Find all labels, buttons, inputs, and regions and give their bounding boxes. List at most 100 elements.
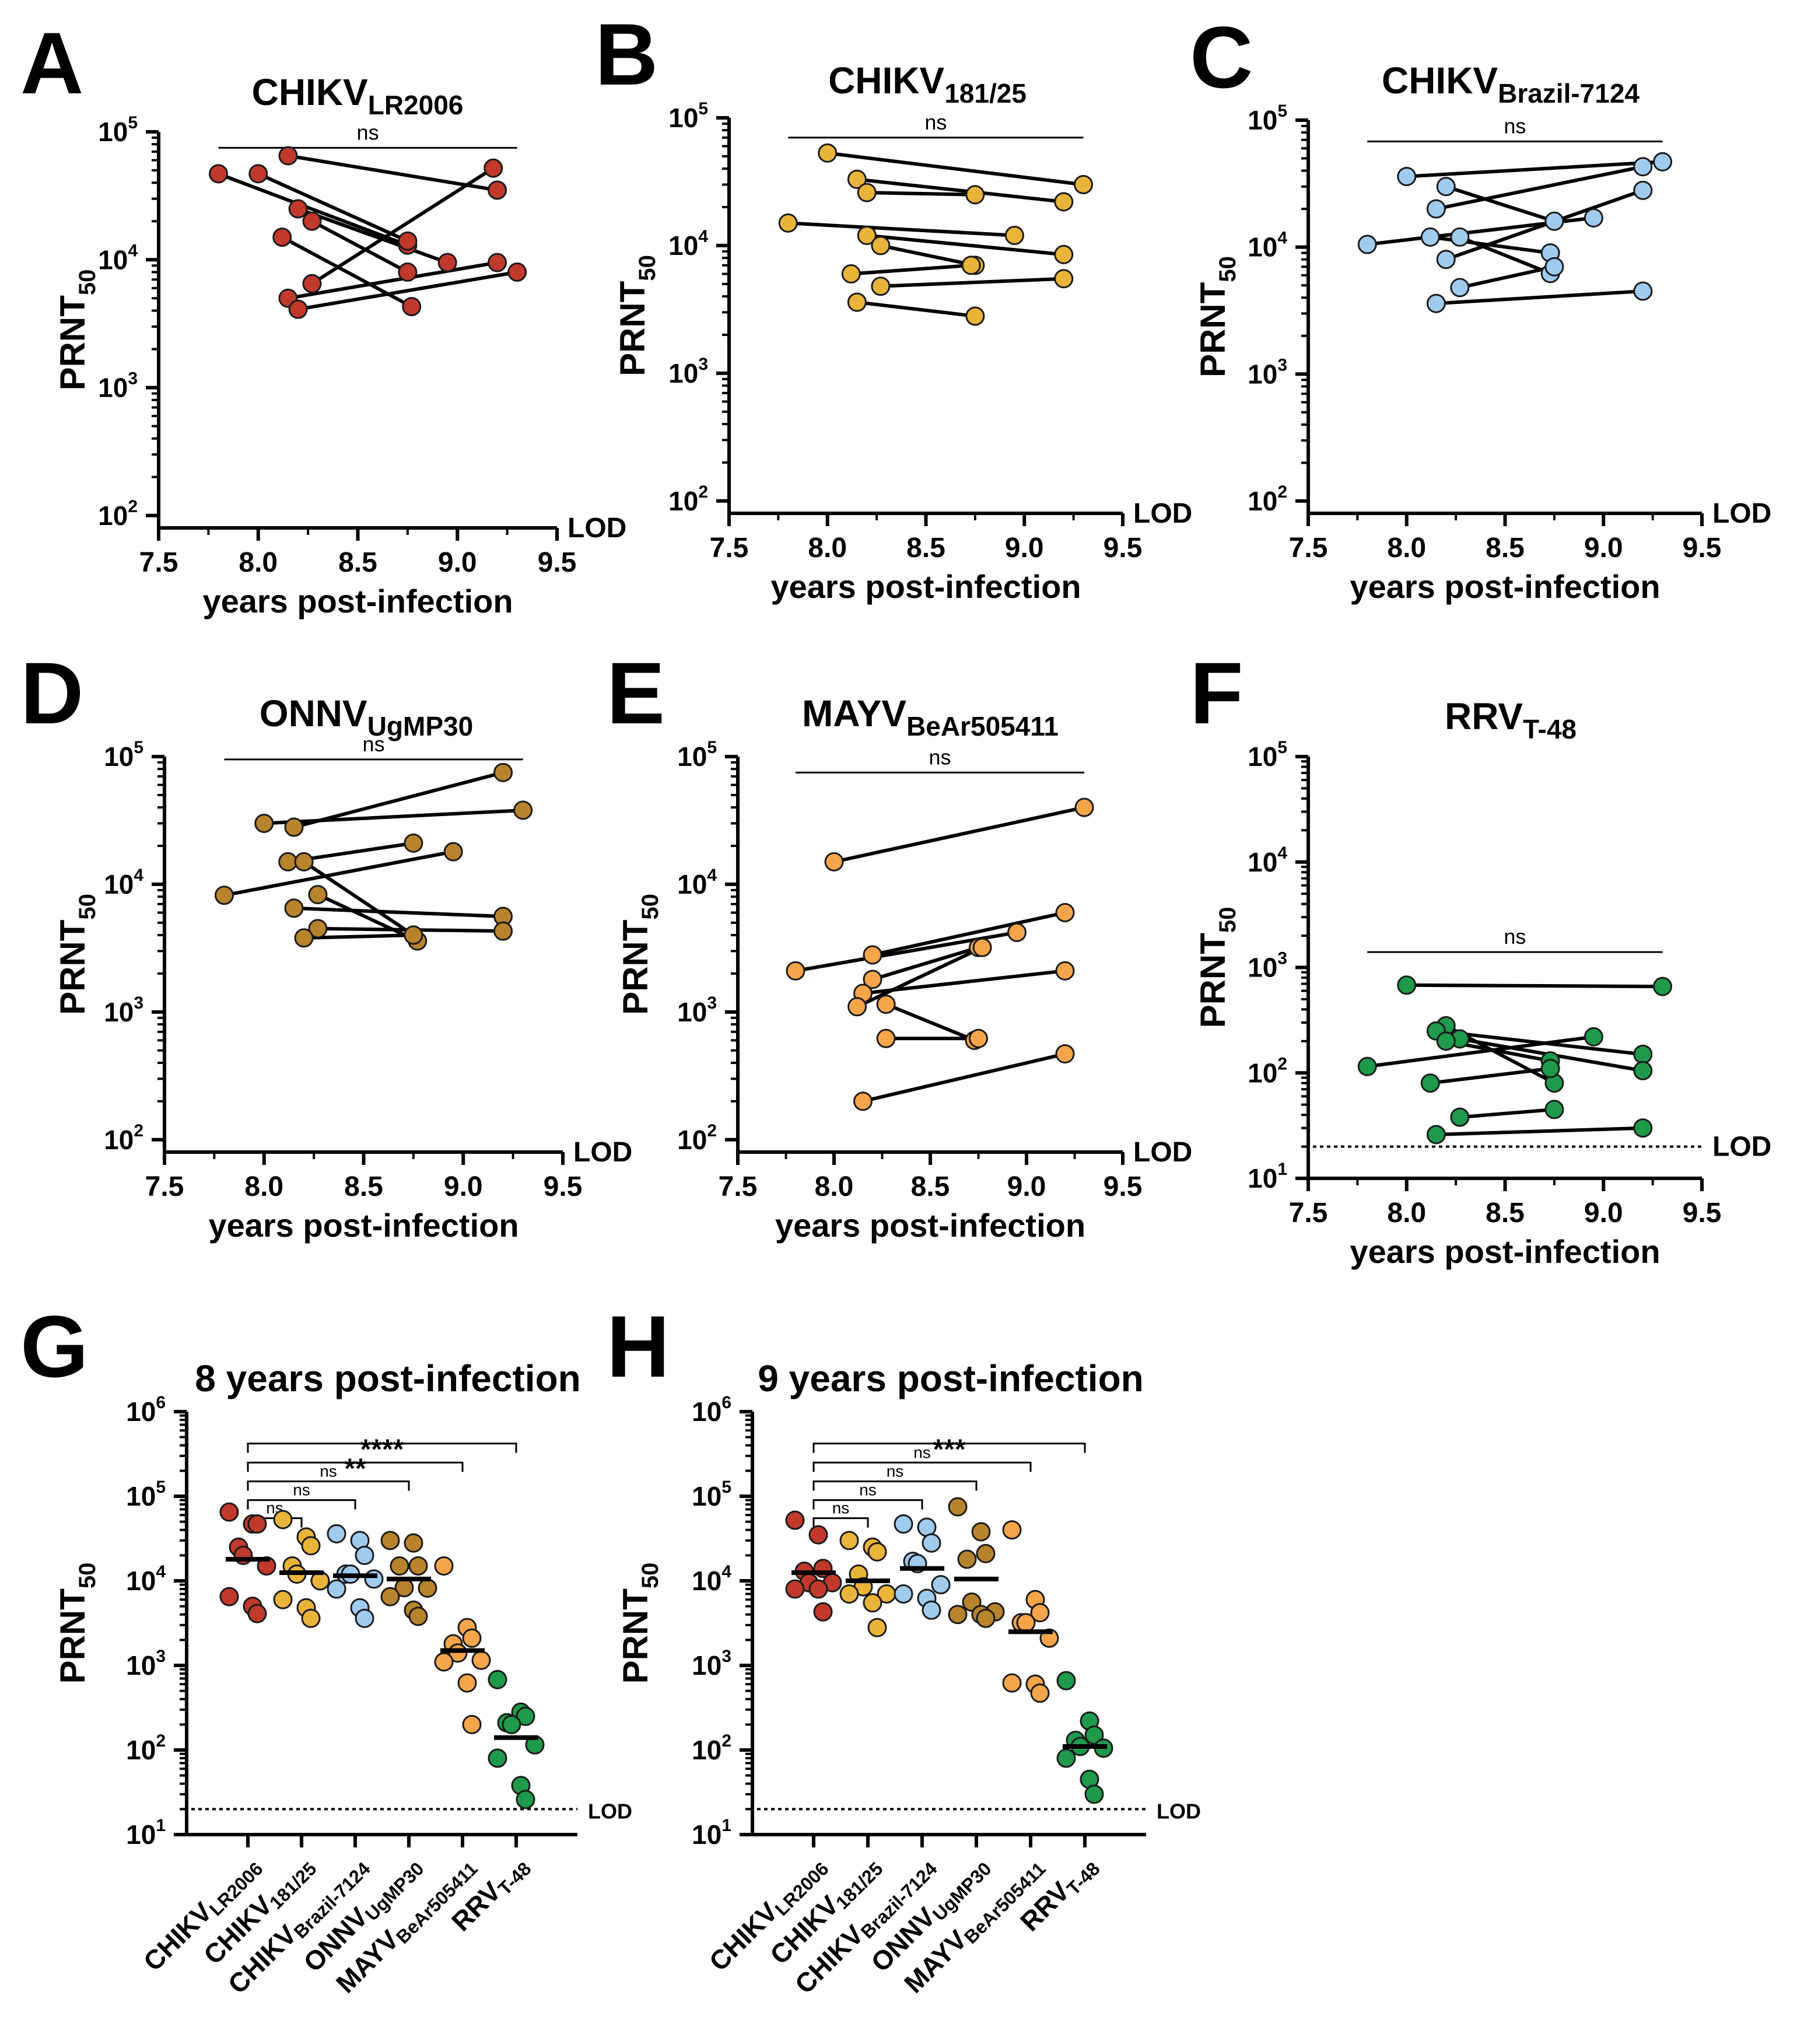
data-point [493, 921, 513, 941]
panel-title: ONNVUgMP30 [260, 692, 473, 741]
subject-line [872, 946, 979, 981]
data-point [961, 256, 981, 275]
data-point [288, 299, 308, 319]
x-tick-label: 9.5 [1683, 1198, 1722, 1228]
data-point [402, 297, 422, 317]
data-point [1055, 902, 1075, 922]
x-tick-label: 9.0 [1007, 1171, 1046, 1202]
subject-line [856, 946, 983, 1009]
x-tick-label: 8.0 [808, 533, 847, 564]
data-point [301, 1608, 321, 1628]
data-point [327, 1524, 346, 1544]
subject-line [303, 860, 415, 937]
y-tick-label: 103 [1248, 949, 1287, 983]
comparison-label: ns [293, 1481, 310, 1499]
data-point [841, 264, 861, 284]
data-point [847, 997, 867, 1017]
x-tick-label: 7.5 [139, 547, 178, 578]
panel-title: 9 years post-infection [758, 1357, 1144, 1399]
panel-title-main: MAYV [802, 692, 906, 734]
y-tick-exponent: 5 [721, 1478, 731, 1497]
data-point [839, 1584, 859, 1604]
x-tick-label: 9.0 [438, 547, 477, 578]
data-point [502, 1714, 521, 1734]
y-tick-base: 10 [692, 1650, 721, 1681]
lod-label: LOD [1133, 498, 1192, 529]
y-tick-exponent: 2 [156, 1731, 166, 1751]
y-tick-label: 105 [1248, 738, 1287, 772]
y-axis-title-sub: 50 [1215, 907, 1241, 933]
data-point [1633, 1118, 1653, 1138]
y-tick-label: 101 [126, 1816, 166, 1850]
data-point [1584, 208, 1603, 228]
y-tick-exponent: 2 [128, 497, 138, 516]
data-point [1357, 1056, 1377, 1076]
y-tick-label: 105 [126, 1478, 166, 1511]
panel-title: 8 years post-infection [195, 1357, 581, 1399]
data-point [1054, 269, 1074, 289]
data-point [398, 262, 418, 282]
subject-line [867, 191, 975, 197]
y-tick-exponent: 4 [1277, 844, 1287, 863]
data-point [284, 817, 304, 837]
panel-letter: G [20, 1297, 89, 1395]
x-tick-label: 8.0 [239, 547, 278, 578]
data-point [404, 925, 423, 945]
y-tick-label: 104 [104, 866, 143, 900]
y-tick-base: 10 [104, 997, 134, 1027]
y-tick-label: 103 [668, 355, 708, 388]
y-axis-title-main: PRNT [616, 1588, 655, 1684]
data-point [355, 1545, 374, 1565]
subject-line [218, 172, 408, 247]
subject-line [264, 808, 523, 825]
y-tick-exponent: 2 [698, 482, 708, 502]
data-point [355, 1608, 374, 1628]
x-tick-label: 7.5 [710, 533, 749, 564]
y-tick-exponent: 1 [1277, 1160, 1287, 1179]
comparison-label: *** [933, 1434, 965, 1465]
data-point [272, 228, 292, 247]
comparison-label: ns [832, 1499, 850, 1517]
data-point [1074, 797, 1094, 817]
data-point [1030, 1684, 1050, 1703]
x-tick-label: 7.5 [1289, 1198, 1328, 1228]
comparison-bracket [247, 1499, 356, 1510]
data-point [208, 164, 228, 184]
y-tick-base: 10 [104, 741, 134, 772]
data-point [1426, 293, 1446, 313]
y-tick-base: 10 [677, 741, 707, 772]
y-axis-title-main: PRNT [53, 1588, 92, 1684]
data-point [1436, 250, 1456, 270]
y-tick-base: 10 [668, 103, 698, 133]
data-point [278, 146, 298, 166]
panel-title-main: ONNV [260, 692, 367, 734]
data-point [513, 800, 533, 820]
comparison-bracket [812, 1499, 923, 1510]
data-point [922, 1533, 941, 1553]
data-point [493, 762, 513, 782]
y-tick-label: 106 [692, 1393, 731, 1427]
data-point [871, 236, 891, 256]
x-axis-title: years post-infection [208, 1207, 519, 1244]
comparison-label: **** [360, 1434, 404, 1465]
data-point [484, 158, 503, 178]
panel-title-sub: LR2006 [368, 90, 464, 120]
panel-letter: E [607, 644, 665, 742]
subject-line [788, 221, 1015, 237]
data-point [839, 1531, 859, 1550]
data-point [308, 885, 328, 905]
y-tick-base: 10 [668, 230, 698, 261]
data-point [1450, 1107, 1470, 1127]
y-axis-title: PRNT50 [53, 894, 100, 1015]
data-point [327, 1579, 346, 1599]
y-tick-base: 10 [98, 117, 128, 147]
subject-line [857, 300, 976, 318]
panel-letter: D [20, 644, 83, 742]
data-point [288, 199, 308, 219]
panel-title: CHIKVLR2006 [252, 71, 464, 120]
data-point [507, 262, 527, 282]
y-tick-base: 10 [98, 244, 128, 275]
y-tick-base: 10 [1248, 1163, 1277, 1194]
